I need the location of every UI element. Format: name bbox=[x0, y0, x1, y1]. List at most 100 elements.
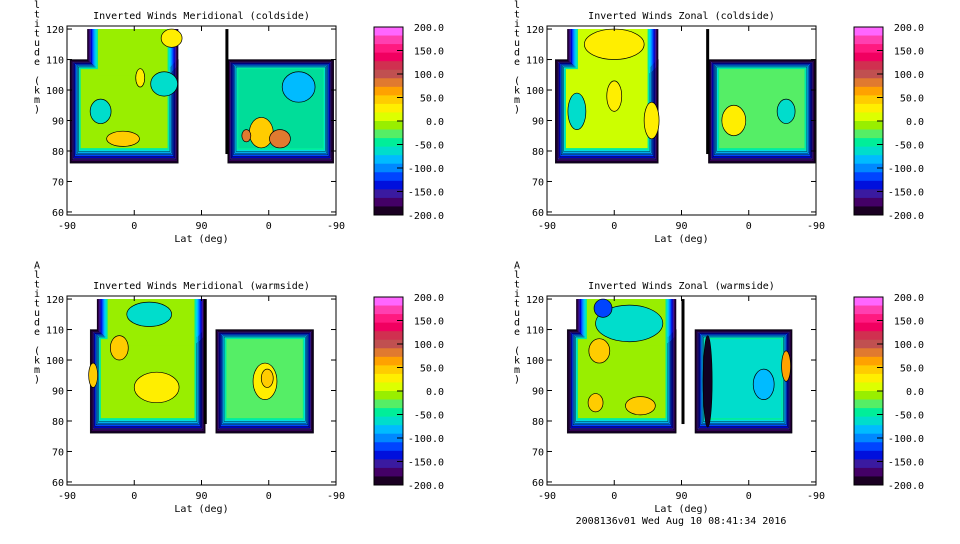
colorbar: 200.0 150.0 100.0 50.0 0.0 -50.0 -100.0 -150.0 -… bbox=[373, 293, 444, 492]
colorbar-band bbox=[854, 35, 883, 45]
contour-blob bbox=[584, 28, 645, 60]
y-axis-label: Altitude (km) bbox=[512, 0, 523, 114]
colorbar-band bbox=[374, 476, 403, 486]
colorbar-band bbox=[374, 206, 403, 216]
y-tick-label: 70 bbox=[52, 447, 64, 458]
contour-blob bbox=[269, 129, 291, 149]
x-tick-label: 0 bbox=[611, 491, 617, 502]
x-tick-label: 90 bbox=[195, 491, 207, 502]
colorbar-band bbox=[374, 129, 403, 139]
terminator-line bbox=[225, 29, 229, 155]
colorbar-band bbox=[854, 348, 883, 358]
colorbar-band bbox=[854, 112, 883, 122]
contour-blob bbox=[89, 98, 112, 124]
colorbar-band bbox=[374, 155, 403, 165]
colorbar-band bbox=[374, 69, 403, 79]
colorbar-band bbox=[374, 425, 403, 435]
colorbar-band bbox=[374, 459, 403, 469]
colorbar-band bbox=[854, 206, 883, 216]
colorbar-band bbox=[854, 197, 883, 207]
contour-blob bbox=[248, 117, 274, 149]
y-tick-label: 60 bbox=[532, 208, 544, 219]
colorbar-tick-label: 100.0 bbox=[894, 340, 924, 351]
colorbar-band bbox=[374, 86, 403, 96]
x-tick-label: -90 bbox=[58, 491, 76, 502]
y-tick-label: 80 bbox=[52, 417, 64, 428]
colorbar-band bbox=[374, 382, 403, 392]
x-axis-label: Lat (deg) bbox=[174, 234, 228, 245]
x-axis-label: Lat (deg) bbox=[654, 504, 708, 515]
x-tick-label: 90 bbox=[675, 491, 687, 502]
y-tick-label: 100 bbox=[526, 356, 544, 367]
colorbar-tick-label: -50.0 bbox=[894, 141, 924, 152]
chart-panel-2: Inverted Winds Zonal (coldside) -90 0 90 0 -9… bbox=[512, 0, 925, 245]
colorbar-band bbox=[374, 95, 403, 105]
colorbar-tick-label: -100.0 bbox=[888, 164, 924, 175]
colorbar: 200.0 150.0 100.0 50.0 0.0 -50.0 -100.0 -150.0 -… bbox=[853, 293, 924, 492]
contour-blob bbox=[281, 71, 316, 103]
y-tick-label: 70 bbox=[532, 177, 544, 188]
y-tick-label: 60 bbox=[532, 478, 544, 489]
colorbar-tick-label: -50.0 bbox=[414, 141, 444, 152]
colorbar-band bbox=[374, 52, 403, 62]
colorbar-band bbox=[854, 442, 883, 452]
contour-field bbox=[555, 28, 816, 164]
colorbar: 200.0 150.0 100.0 50.0 0.0 -50.0 -100.0 -150.0 -… bbox=[853, 23, 924, 222]
colorbar-band bbox=[854, 27, 883, 37]
colorbar-band bbox=[854, 399, 883, 409]
colorbar-band bbox=[374, 197, 403, 207]
colorbar-band bbox=[854, 86, 883, 96]
terminator-line bbox=[203, 299, 207, 425]
colorbar-band bbox=[374, 138, 403, 148]
chart-panel-4: Inverted Winds Zonal (warmside) -90 0 90 0 -9… bbox=[512, 260, 925, 515]
chart-title: Inverted Winds Meridional (warmside) bbox=[93, 281, 310, 292]
y-tick-label: 90 bbox=[52, 117, 64, 128]
contour-band bbox=[97, 29, 168, 76]
chart-title: Inverted Winds Zonal (coldside) bbox=[588, 11, 775, 22]
colorbar-tick-label: 200.0 bbox=[414, 23, 444, 34]
colorbar-band bbox=[374, 399, 403, 409]
colorbar-band bbox=[374, 416, 403, 426]
contour-blob bbox=[595, 304, 664, 343]
x-axis-label: Lat (deg) bbox=[174, 504, 228, 515]
colorbar-band bbox=[374, 348, 403, 358]
colorbar-band bbox=[374, 314, 403, 324]
contour-blob bbox=[625, 396, 656, 416]
contour-blob bbox=[241, 129, 252, 143]
terminator-line bbox=[681, 299, 685, 425]
colorbar-tick-label: -150.0 bbox=[888, 458, 924, 469]
colorbar-band bbox=[854, 459, 883, 469]
y-tick-label: 90 bbox=[52, 387, 64, 398]
colorbar-band bbox=[374, 305, 403, 315]
colorbar-tick-label: 150.0 bbox=[414, 317, 444, 328]
colorbar-tick-label: -200.0 bbox=[888, 481, 924, 492]
colorbar-tick-label: 50.0 bbox=[900, 94, 924, 105]
y-tick-label: 80 bbox=[52, 147, 64, 158]
colorbar-tick-label: 150.0 bbox=[894, 47, 924, 58]
y-tick-label: 110 bbox=[46, 326, 64, 337]
contour-blob bbox=[593, 298, 613, 318]
colorbar-tick-label: 50.0 bbox=[420, 94, 444, 105]
y-tick-label: 110 bbox=[526, 56, 544, 67]
y-tick-label: 60 bbox=[52, 478, 64, 489]
colorbar-band bbox=[854, 103, 883, 113]
colorbar-tick-label: -200.0 bbox=[408, 481, 444, 492]
colorbar-band bbox=[854, 356, 883, 366]
colorbar-band bbox=[374, 180, 403, 190]
contour-field bbox=[69, 28, 334, 164]
colorbar-band bbox=[854, 425, 883, 435]
y-tick-label: 120 bbox=[46, 25, 64, 36]
y-tick-label: 90 bbox=[532, 387, 544, 398]
colorbar-tick-label: 150.0 bbox=[414, 47, 444, 58]
colorbar-band bbox=[854, 163, 883, 173]
y-axis-label: Altitude (km) bbox=[32, 0, 43, 114]
colorbar-band bbox=[854, 476, 883, 486]
contour-blob bbox=[109, 335, 129, 361]
colorbar-band bbox=[374, 27, 403, 37]
colorbar-tick-label: -50.0 bbox=[414, 411, 444, 422]
colorbar: 200.0 150.0 100.0 50.0 0.0 -50.0 -100.0 -150.0 -… bbox=[373, 23, 444, 222]
colorbar-band bbox=[854, 155, 883, 165]
contour-blob bbox=[88, 362, 98, 388]
x-tick-label: 90 bbox=[195, 221, 207, 232]
contour-blob bbox=[260, 368, 274, 388]
